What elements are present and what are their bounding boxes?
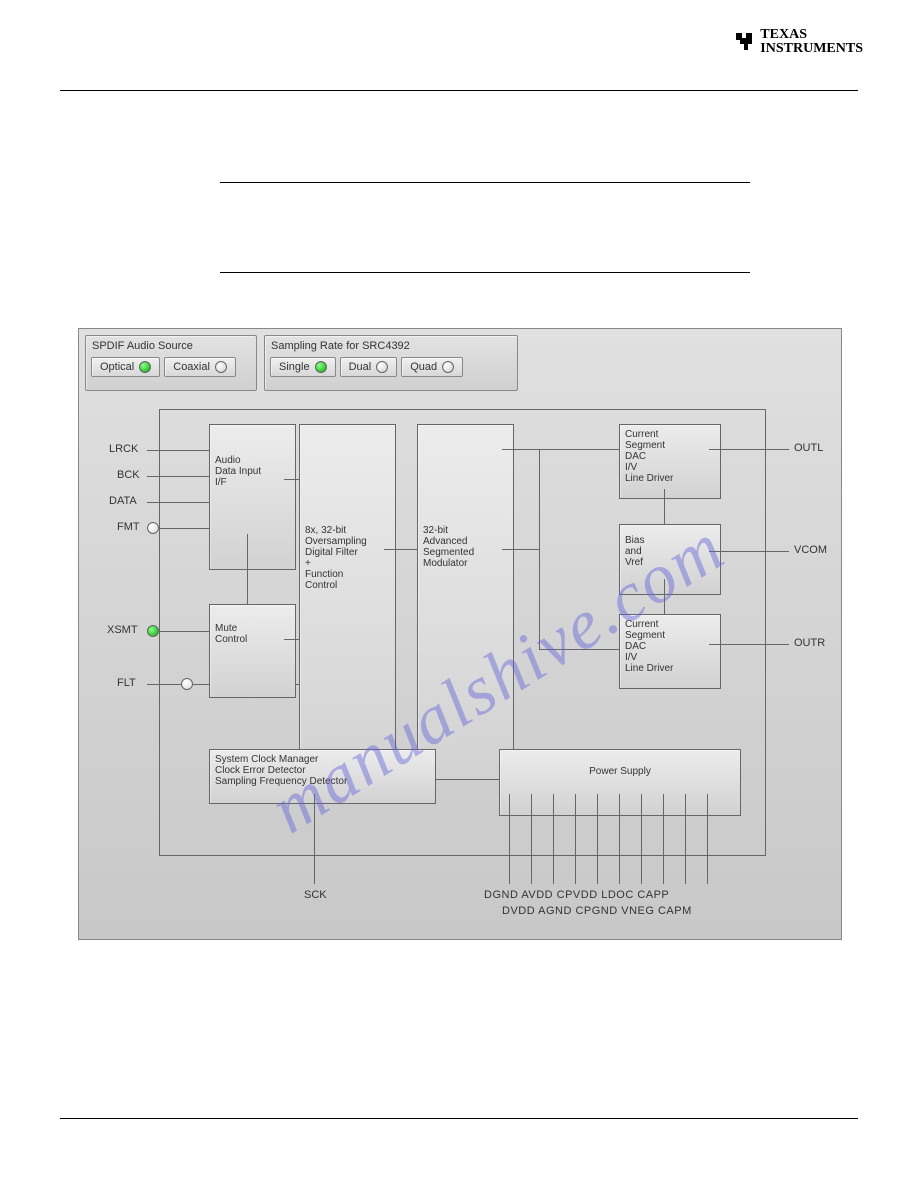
conn-line bbox=[553, 794, 554, 884]
pin-line bbox=[709, 551, 789, 552]
conn-line bbox=[539, 449, 540, 649]
conn-line bbox=[284, 479, 299, 480]
sysclock-block: System Clock Manager Clock Error Detecto… bbox=[209, 749, 436, 804]
pin-line bbox=[159, 528, 209, 529]
conn-line bbox=[664, 579, 665, 614]
conn-line bbox=[664, 489, 665, 524]
rule-mid-1 bbox=[220, 182, 750, 183]
spdif-optical-label: Optical bbox=[100, 361, 134, 373]
pin-data-label: DATA bbox=[109, 495, 137, 507]
pin-outl-label: OUTL bbox=[794, 442, 823, 454]
spdif-options: Optical Coaxial bbox=[86, 354, 256, 382]
led-icon bbox=[215, 361, 227, 373]
power-pins-row2: DVDD AGND CPGND VNEG CAPM bbox=[502, 905, 692, 917]
conn-line bbox=[247, 534, 248, 604]
pin-outr-label: OUTR bbox=[794, 637, 825, 649]
sampling-quad-button[interactable]: Quad bbox=[401, 357, 463, 377]
pin-line bbox=[147, 476, 209, 477]
sampling-single-label: Single bbox=[279, 361, 310, 373]
spdif-coaxial-label: Coaxial bbox=[173, 361, 210, 373]
pin-vcom-label: VCOM bbox=[794, 544, 827, 556]
pin-fmt-label: FMT bbox=[117, 521, 140, 533]
led-icon bbox=[315, 361, 327, 373]
brand-line2: INSTRUMENTS bbox=[760, 42, 863, 56]
pin-lrck-label: LRCK bbox=[109, 443, 138, 455]
rule-mid-2 bbox=[220, 272, 750, 273]
audio-input-block: Audio Data Input I/F bbox=[209, 424, 296, 570]
led-icon bbox=[376, 361, 388, 373]
block-diagram: SPDIF Audio Source Optical Coaxial Sampl… bbox=[78, 328, 842, 940]
sampling-quad-label: Quad bbox=[410, 361, 437, 373]
conn-line bbox=[502, 449, 619, 450]
pin-flt-label: FLT bbox=[117, 677, 136, 689]
spdif-panel: SPDIF Audio Source Optical Coaxial bbox=[85, 335, 257, 391]
pin-line bbox=[709, 449, 789, 450]
brand-logo: TEXAS INSTRUMENTS bbox=[734, 28, 863, 56]
sampling-dual-button[interactable]: Dual bbox=[340, 357, 398, 377]
pin-xsmt-label: XSMT bbox=[107, 624, 138, 636]
conn-line bbox=[284, 639, 299, 640]
sampling-dual-label: Dual bbox=[349, 361, 372, 373]
conn-line bbox=[384, 549, 417, 550]
conn-line bbox=[663, 794, 664, 884]
modulator-block: 32-bit Advanced Segmented Modulator bbox=[417, 424, 514, 780]
conn-line bbox=[314, 794, 315, 884]
conn-line bbox=[575, 794, 576, 884]
spdif-optical-button[interactable]: Optical bbox=[91, 357, 160, 377]
pin-line bbox=[147, 450, 209, 451]
spdif-coaxial-button[interactable]: Coaxial bbox=[164, 357, 236, 377]
led-icon bbox=[139, 361, 151, 373]
sampling-single-button[interactable]: Single bbox=[270, 357, 336, 377]
ti-chip-icon bbox=[734, 30, 754, 54]
brand-text: TEXAS INSTRUMENTS bbox=[760, 28, 863, 56]
pin-line bbox=[147, 684, 181, 685]
led-icon bbox=[442, 361, 454, 373]
sampling-title: Sampling Rate for SRC4392 bbox=[265, 336, 517, 354]
oversampling-block: 8x, 32-bit Oversampling Digital Filter +… bbox=[299, 424, 396, 780]
pin-line bbox=[159, 631, 209, 632]
brand-line1: TEXAS bbox=[760, 28, 863, 42]
spdif-title: SPDIF Audio Source bbox=[86, 336, 256, 354]
rule-bottom bbox=[60, 1118, 858, 1119]
rule-top bbox=[60, 90, 858, 91]
pin-xsmt-dot[interactable] bbox=[147, 625, 159, 637]
pin-fmt-dot[interactable] bbox=[147, 522, 159, 534]
pin-line bbox=[709, 644, 789, 645]
sampling-options: Single Dual Quad bbox=[265, 354, 517, 382]
conn-line bbox=[531, 794, 532, 884]
power-block: Power Supply bbox=[499, 749, 741, 816]
conn-line bbox=[619, 794, 620, 884]
pin-flt-dot[interactable] bbox=[181, 678, 193, 690]
conn-line bbox=[685, 794, 686, 884]
conn-line bbox=[641, 794, 642, 884]
conn-line bbox=[539, 649, 619, 650]
bias-block: Bias and Vref bbox=[619, 524, 721, 595]
power-pins-row1: DGND AVDD CPVDD LDOC CAPP bbox=[484, 889, 669, 901]
conn-line bbox=[597, 794, 598, 884]
dac-top-block: Current Segment DAC I/V Line Driver bbox=[619, 424, 721, 499]
pin-line bbox=[147, 502, 209, 503]
dac-bot-block: Current Segment DAC I/V Line Driver bbox=[619, 614, 721, 689]
conn-line bbox=[509, 794, 510, 884]
conn-line bbox=[502, 549, 539, 550]
conn-line bbox=[707, 794, 708, 884]
pin-bck-label: BCK bbox=[117, 469, 140, 481]
sampling-panel: Sampling Rate for SRC4392 Single Dual Qu… bbox=[264, 335, 518, 391]
pin-sck-label: SCK bbox=[304, 889, 327, 901]
mute-block: Mute Control bbox=[209, 604, 296, 698]
